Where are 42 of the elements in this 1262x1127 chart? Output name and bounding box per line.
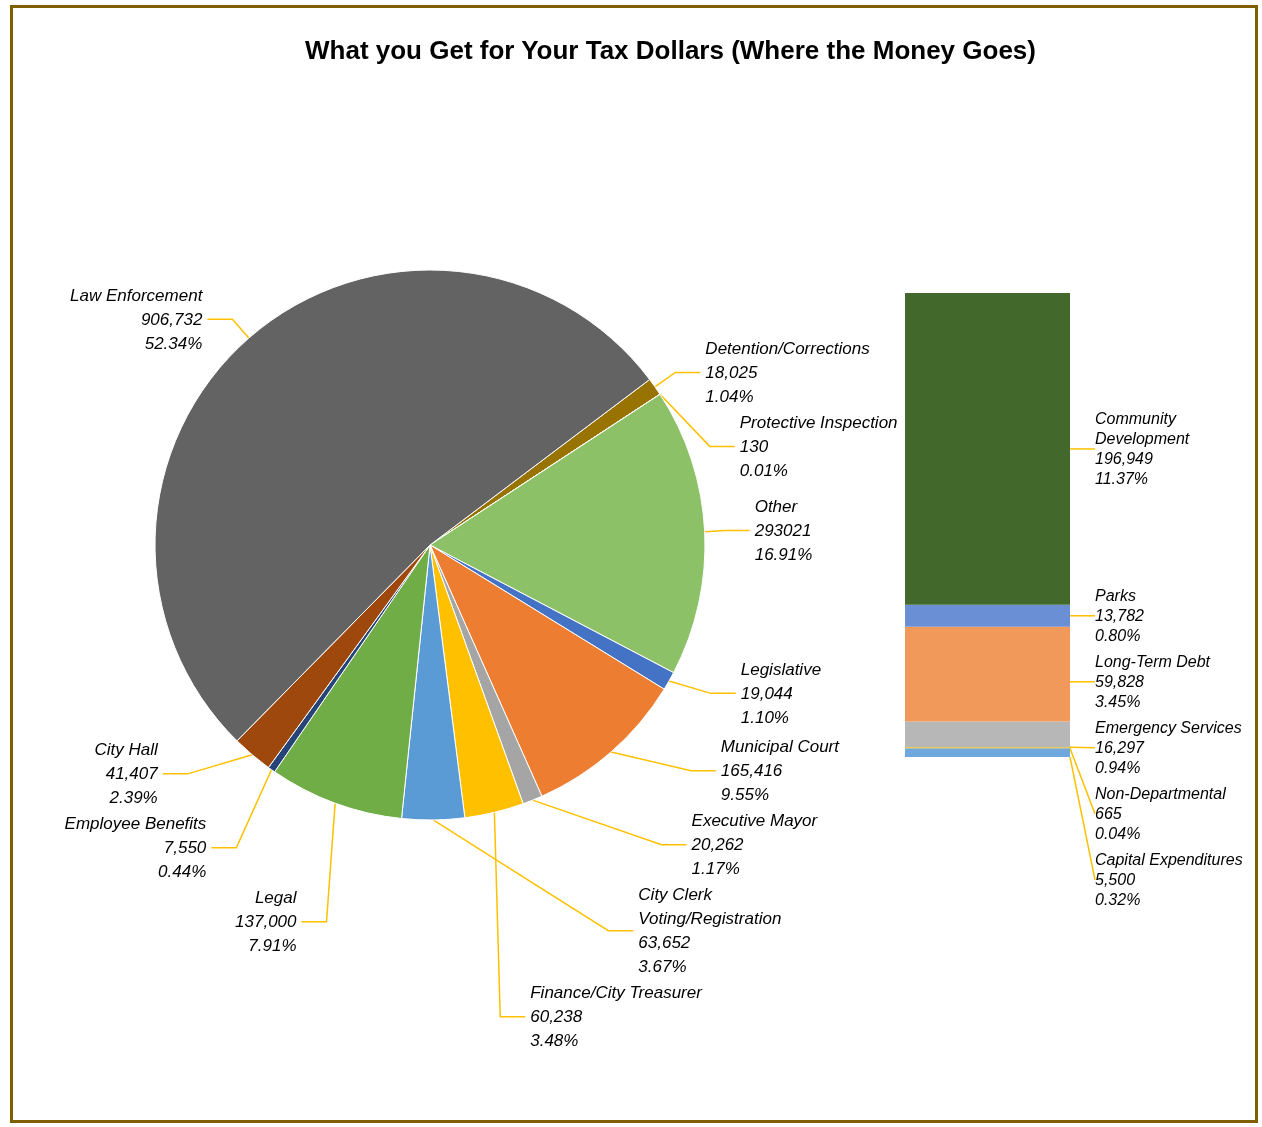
data-label: 293021 16.91% [753, 520, 813, 564]
chart-title: What you Get for Your Tax Dollars (Where the Money Goes) [305, 35, 1036, 65]
slice-label: City Hall [94, 740, 159, 760]
text: Capital Expenditures [1095, 851, 1243, 869]
bar [905, 626, 1070, 722]
data-label: 60,238 3.48% [530, 1007, 583, 1051]
data-label: 16,297 0.94% [1095, 739, 1146, 777]
data-label: 63,652 3.67% [638, 933, 691, 977]
data-label: 20,262 1.17% [690, 835, 745, 879]
data-label: 165,416 9.55% [720, 761, 783, 805]
text: Non-Departmental [1095, 785, 1227, 803]
slice-label: Finance/City Treasurer [530, 983, 704, 1003]
data-label: 41,407 2.39% [105, 764, 159, 808]
bar [905, 293, 1070, 605]
data-label: 59,828 3.45% [1095, 673, 1145, 711]
slice-label: City Clerk Voting/Registration [638, 885, 782, 929]
data-label: 18,025 1.04% [705, 362, 758, 406]
bar [905, 721, 1070, 748]
bar [905, 604, 1070, 627]
bar [905, 748, 1070, 757]
slice-label: Protective Inspection [739, 412, 898, 432]
slice-label: Municipal Court [720, 737, 841, 757]
series-label: Community Development [1095, 410, 1190, 448]
slice-label: Legal [254, 888, 298, 908]
slice-label: Employee Benefits [64, 814, 207, 834]
slice-label: Legislative [740, 659, 822, 679]
data-label: 665 0.04% [1095, 805, 1141, 843]
slice-label: Detention/Corrections [705, 338, 871, 358]
series-label: Emergency Services [1095, 719, 1242, 737]
data-label: 7,550 0.44% [158, 838, 207, 882]
slice-label: Other [754, 496, 799, 516]
data-label: 906,732 52.34% [140, 309, 203, 353]
slice-label: Executive Mayor [691, 811, 819, 831]
data-label: 13,782 0.80% [1095, 607, 1145, 645]
data-label: 5,500 0.32% [1095, 871, 1141, 909]
data-label: 19,044 1.10% [740, 683, 793, 727]
slice-label: Law Enforcement [70, 285, 204, 305]
data-label: 130 0.01% [739, 436, 788, 480]
series-label: Long-Term Debt [1095, 653, 1211, 671]
data-label: 137,000 7.91% [235, 912, 298, 956]
data-label: 196,949 11.37% [1095, 450, 1153, 488]
series-label: Parks [1095, 587, 1136, 605]
